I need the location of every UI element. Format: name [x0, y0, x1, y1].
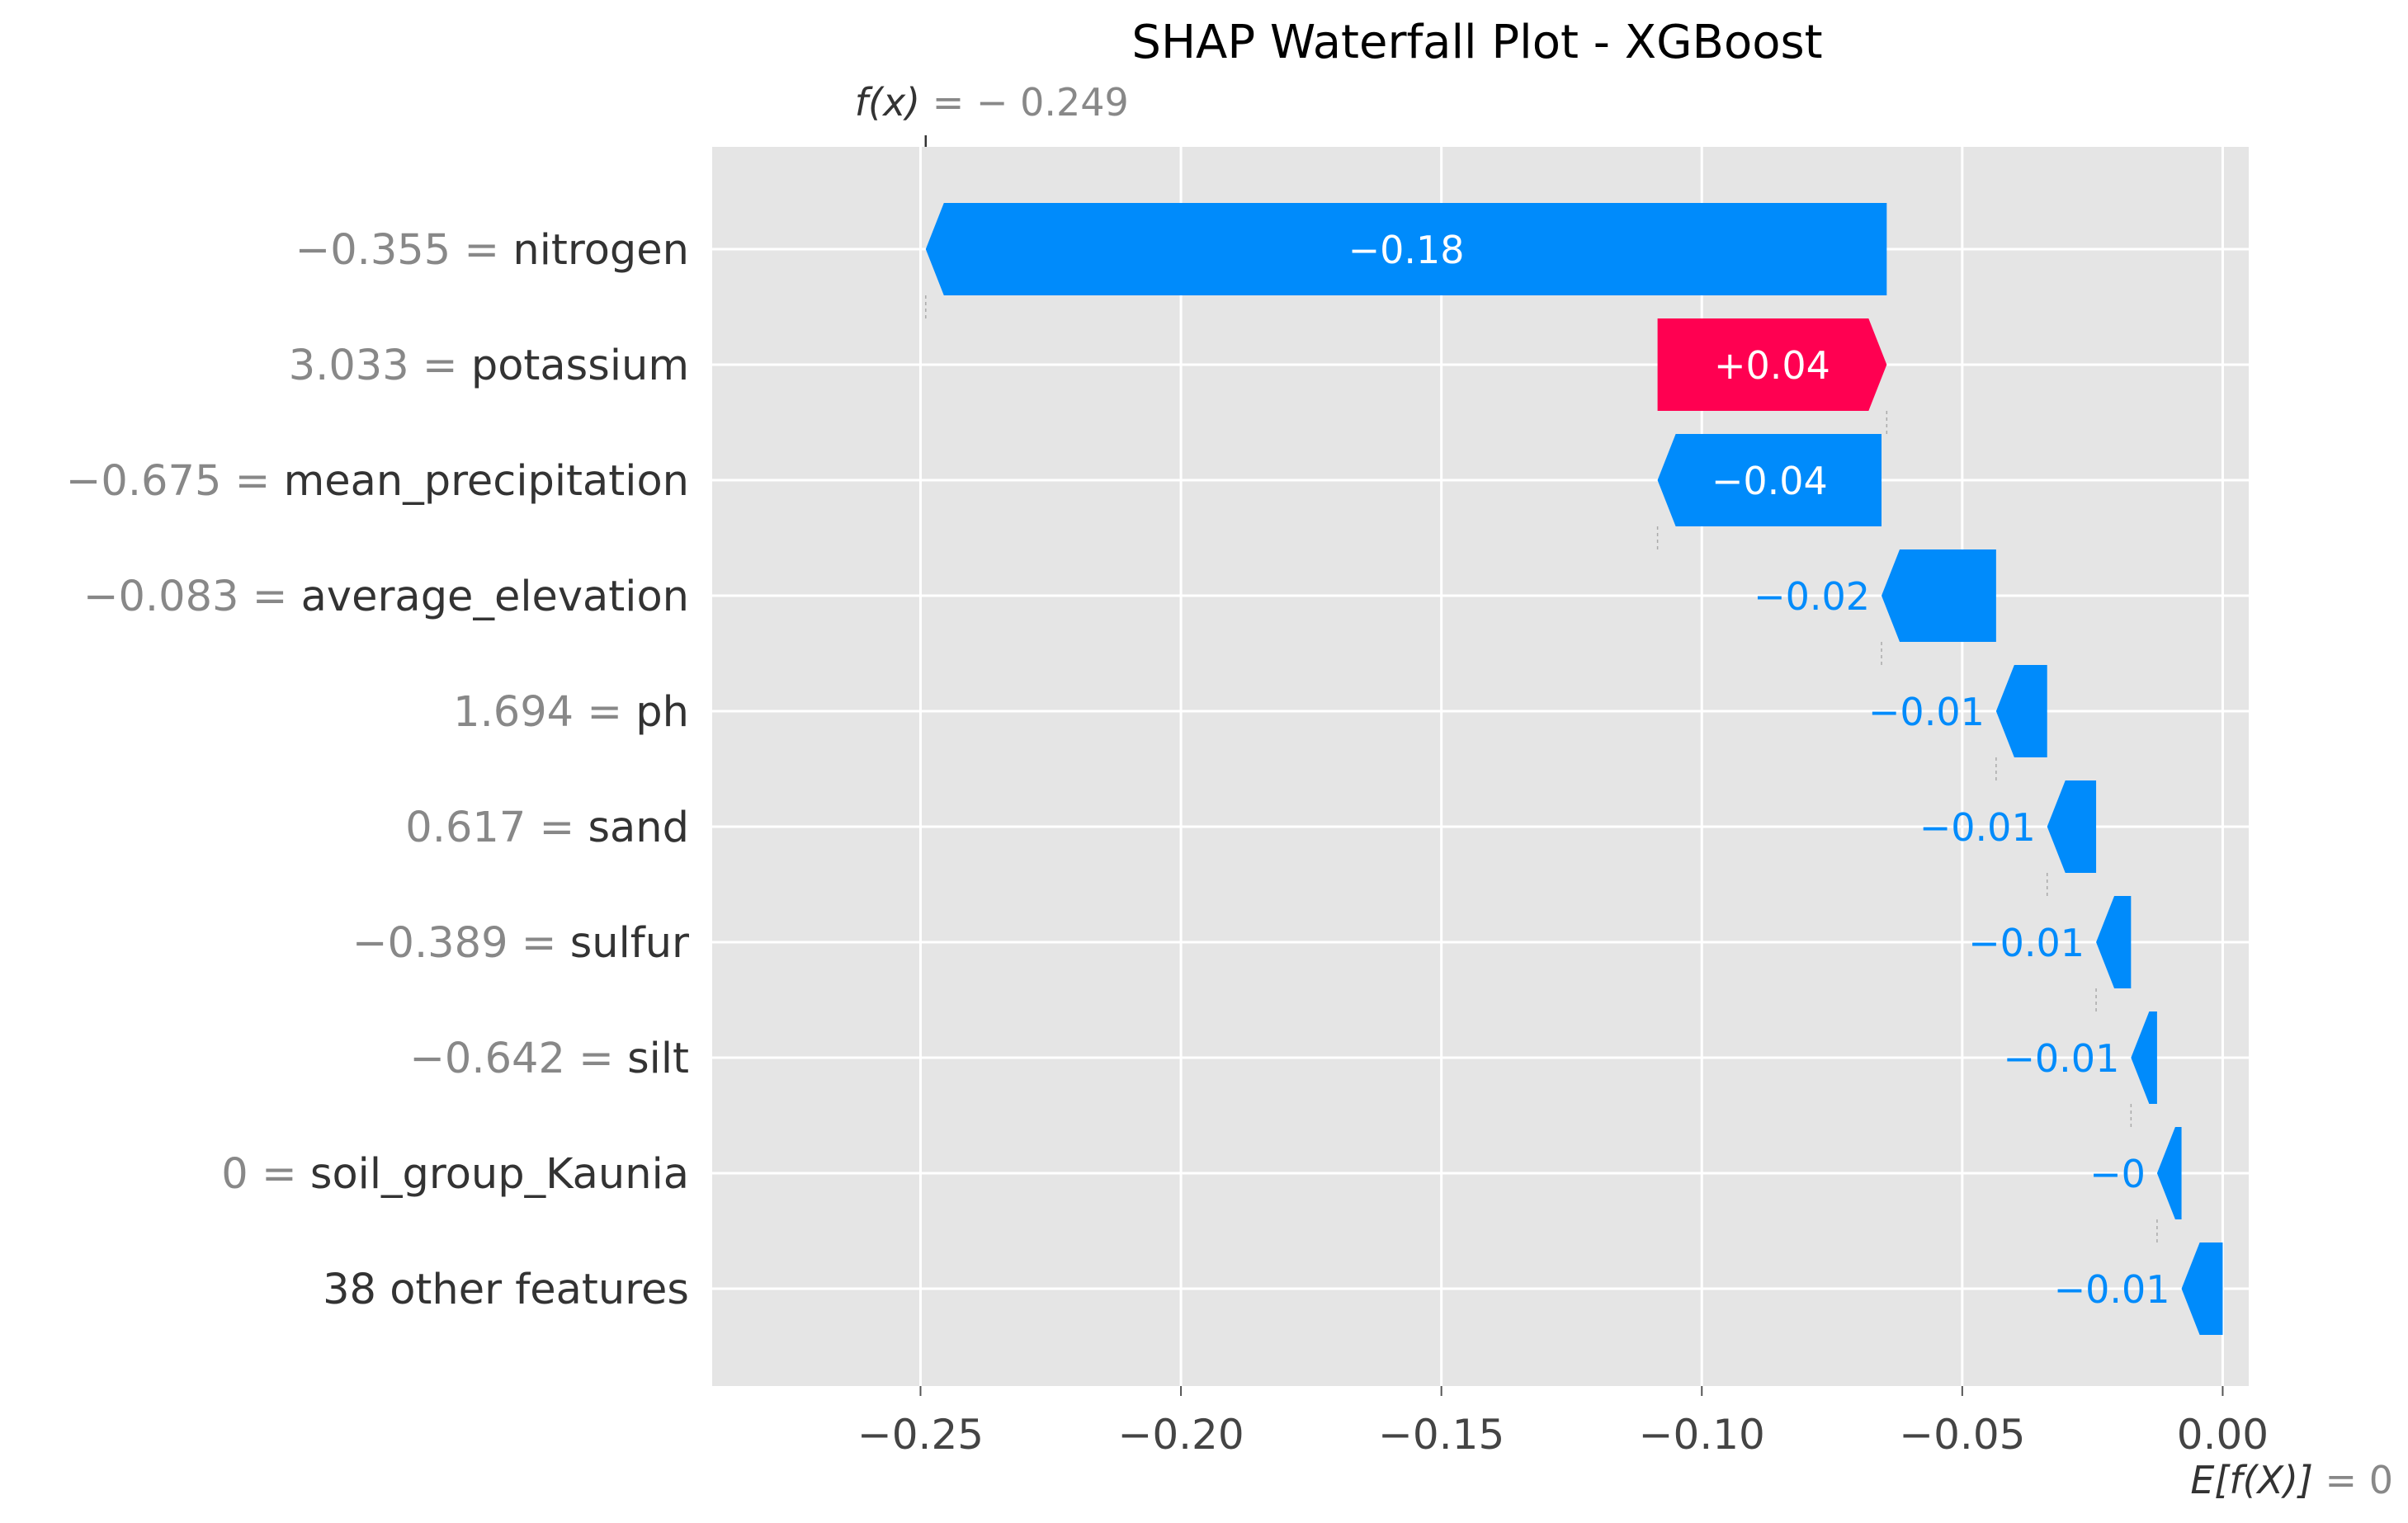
feature-name: 38 other features	[323, 1266, 689, 1314]
feature-label: −0.675 = mean_precipitation	[66, 457, 689, 506]
feature-label: 1.694 = ph	[453, 688, 689, 737]
contribution-label: −0.01	[1868, 690, 1985, 734]
equals-sign: =	[239, 573, 301, 621]
feature-label: −0.389 = sulfur	[352, 919, 689, 968]
contribution-label: −0.01	[1919, 805, 2036, 850]
base-label: E[f(X)]	[2190, 1458, 2313, 1502]
waterfall-bar-7	[2131, 1011, 2157, 1104]
feature-value: −0.389	[352, 919, 508, 968]
feature-value: −0.675	[66, 457, 222, 506]
waterfall-bar-9	[2181, 1242, 2223, 1335]
equals-sign: =	[248, 1150, 310, 1199]
feature-label: 0 = soil_group_Kaunia	[221, 1150, 689, 1199]
plot-background	[712, 147, 2249, 1386]
contribution-label: +0.04	[1714, 343, 1830, 388]
x-tick-label: −0.25	[857, 1411, 984, 1459]
bar-layer	[925, 203, 2223, 1335]
feature-label: −0.642 = silt	[409, 1035, 689, 1083]
contribution-label: −0	[2089, 1152, 2146, 1196]
waterfall-bar-1	[1657, 318, 1887, 411]
x-tick-label: 0.00	[2177, 1411, 2269, 1459]
base-value: 0	[2369, 1458, 2393, 1502]
waterfall-bar-3	[1882, 549, 1996, 642]
waterfall-bar-0	[925, 203, 1887, 295]
feature-value: 1.694	[453, 688, 574, 737]
feature-name: potassium	[471, 342, 689, 390]
fx-equals: =	[920, 80, 976, 125]
feature-name: sulfur	[570, 919, 689, 968]
equals-sign: =	[451, 226, 512, 275]
base-equals: =	[2313, 1458, 2369, 1502]
x-tick-label: −0.20	[1117, 1411, 1244, 1459]
feature-name: nitrogen	[512, 226, 689, 275]
fx-label: f(x)	[855, 80, 920, 125]
waterfall-bar-2	[1657, 434, 1882, 526]
contribution-label: −0.01	[1968, 921, 2085, 965]
feature-value: 3.033	[289, 342, 409, 390]
feature-label: −0.083 = average_elevation	[83, 573, 689, 621]
base-value-annotation: E[f(X)] = 0	[2190, 1458, 2393, 1502]
equals-sign: =	[508, 919, 570, 968]
contribution-label: −0.01	[2003, 1036, 2119, 1081]
contribution-label: −0.18	[1348, 228, 1465, 272]
feature-label: 38 other features	[323, 1266, 689, 1314]
label-layer: −0.18 −0.355 = nitrogen +0.04 3.033 = potas…	[66, 226, 2170, 1314]
contribution-label: −0.01	[2054, 1267, 2170, 1312]
feature-label: 3.033 = potassium	[289, 342, 689, 390]
feature-value: 0.617	[405, 804, 526, 852]
feature-value: −0.355	[295, 226, 451, 275]
feature-label: 0.617 = sand	[405, 804, 689, 852]
feature-label: −0.355 = nitrogen	[295, 226, 689, 275]
x-tick-label: −0.05	[1899, 1411, 2025, 1459]
feature-name: sand	[588, 804, 689, 852]
contribution-label: −0.04	[1712, 459, 1828, 503]
equals-sign: =	[574, 688, 635, 737]
feature-value: 0	[221, 1150, 248, 1199]
axis-layer: −0.25 −0.20 −0.15 −0.10 −0.05 0.00 f(x) = − 0.…	[855, 80, 2393, 1502]
grid-layer	[712, 147, 2249, 1386]
waterfall-bar-6	[2096, 896, 2132, 988]
contribution-label: −0.02	[1754, 574, 1870, 619]
x-tick-label: −0.10	[1639, 1411, 1765, 1459]
feature-value: −0.642	[409, 1035, 565, 1083]
x-tick-label: −0.15	[1378, 1411, 1504, 1459]
feature-name: silt	[627, 1035, 689, 1083]
feature-name: ph	[635, 688, 689, 737]
waterfall-bar-8	[2156, 1127, 2182, 1219]
equals-sign: =	[565, 1035, 627, 1083]
equals-sign: =	[409, 342, 471, 390]
feature-value: −0.083	[83, 573, 239, 621]
fx-value: − 0.249	[976, 80, 1129, 125]
feature-name: average_elevation	[301, 573, 689, 621]
feature-name: mean_precipitation	[284, 457, 689, 506]
equals-sign: =	[221, 457, 283, 506]
waterfall-bar-4	[1995, 665, 2047, 757]
equals-sign: =	[526, 804, 588, 852]
chart-title: SHAP Waterfall Plot - XGBoost	[1131, 16, 1822, 69]
waterfall-bar-5	[2047, 780, 2097, 873]
fx-annotation: f(x) = − 0.249	[855, 80, 1129, 125]
feature-name: soil_group_Kaunia	[310, 1150, 689, 1199]
